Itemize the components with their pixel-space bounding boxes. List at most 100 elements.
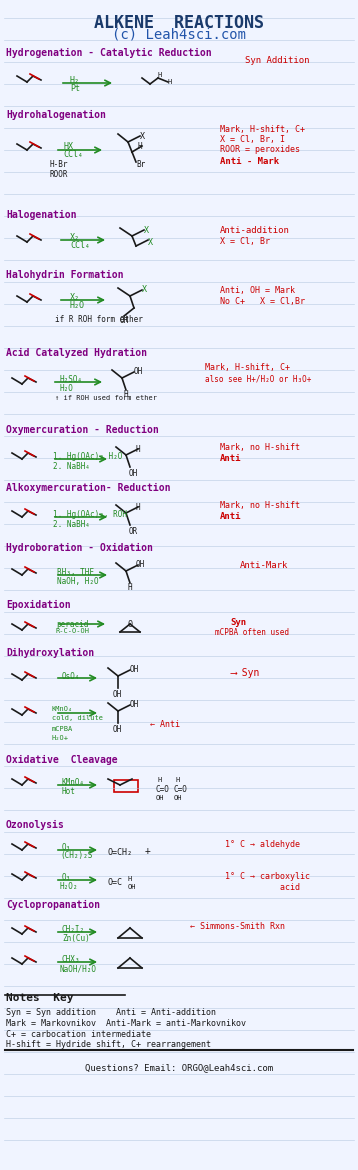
Text: OsO₄: OsO₄: [62, 672, 81, 681]
Text: 1. Hg(OAc)₂, ROH: 1. Hg(OAc)₂, ROH: [53, 510, 127, 519]
Text: Syn Addition: Syn Addition: [245, 56, 310, 66]
Text: C=O: C=O: [156, 785, 170, 794]
Text: 2. NaBH₄: 2. NaBH₄: [53, 519, 90, 529]
Text: Anti-Mark: Anti-Mark: [240, 560, 289, 570]
Text: H: H: [167, 80, 171, 85]
Text: Anti - Mark: Anti - Mark: [220, 157, 279, 166]
Text: Mark, no H-shift: Mark, no H-shift: [220, 443, 300, 452]
Text: H: H: [158, 777, 162, 783]
Text: OH: OH: [130, 700, 139, 709]
Text: X: X: [148, 238, 153, 247]
Text: NaOH, H₂O: NaOH, H₂O: [57, 577, 98, 586]
Text: ← Anti: ← Anti: [150, 720, 180, 729]
Text: +: +: [145, 846, 151, 856]
Text: 1° C → carboxylic: 1° C → carboxylic: [225, 872, 310, 881]
Text: OH: OH: [134, 367, 143, 376]
Text: CHX₃: CHX₃: [62, 955, 81, 964]
Text: Notes  Key: Notes Key: [6, 993, 73, 1003]
Text: Hydrohalogenation: Hydrohalogenation: [6, 110, 106, 121]
Text: H: H: [157, 73, 161, 78]
Text: C=O: C=O: [174, 785, 188, 794]
Text: X₂: X₂: [70, 233, 80, 242]
Text: H₂: H₂: [70, 76, 80, 85]
Text: Br: Br: [136, 160, 145, 168]
Text: OH: OH: [156, 794, 164, 801]
Text: H: H: [124, 390, 129, 399]
Text: H₂SO₄: H₂SO₄: [60, 376, 83, 384]
Text: X: X: [140, 132, 145, 142]
Text: Mark = Markovnikov  Anti-Mark = anti-Markovnikov: Mark = Markovnikov Anti-Mark = anti-Mark…: [6, 1019, 246, 1028]
Text: Oxymercuration - Reduction: Oxymercuration - Reduction: [6, 425, 159, 435]
Text: NaOH/H₂O: NaOH/H₂O: [60, 964, 97, 973]
Text: OH: OH: [113, 690, 122, 698]
Text: if R ROH form ether: if R ROH form ether: [55, 315, 143, 324]
Text: also see H+/H₂O or H₃O+: also see H+/H₂O or H₃O+: [205, 374, 311, 383]
Text: cold, dilute: cold, dilute: [52, 715, 103, 721]
Text: C+ = carbocation intermediate: C+ = carbocation intermediate: [6, 1030, 151, 1039]
Text: (CH₂)₂S: (CH₂)₂S: [60, 851, 92, 860]
Text: OH: OH: [120, 316, 129, 325]
Text: Anti: Anti: [220, 454, 242, 463]
Text: Anti, OH = Mark: Anti, OH = Mark: [220, 285, 295, 295]
Text: Anti: Anti: [220, 512, 242, 521]
Text: X: X: [142, 285, 147, 294]
Text: Mark, H-shift, C+: Mark, H-shift, C+: [220, 125, 305, 135]
Text: X = Cl, Br: X = Cl, Br: [220, 238, 270, 246]
Text: O=CH₂: O=CH₂: [108, 848, 133, 856]
Text: ROOR: ROOR: [50, 170, 68, 179]
Text: CCl₄: CCl₄: [63, 150, 83, 159]
Text: Alkoxymercuration- Reduction: Alkoxymercuration- Reduction: [6, 483, 170, 493]
Text: OH: OH: [113, 725, 122, 734]
Text: No C+   X = Cl,Br: No C+ X = Cl,Br: [220, 297, 305, 307]
Text: HX: HX: [63, 142, 73, 151]
Text: mCPBA often used: mCPBA often used: [215, 628, 289, 636]
Text: ALKENE  REACTIONS: ALKENE REACTIONS: [94, 14, 264, 32]
Text: H₂O+: H₂O+: [52, 735, 69, 741]
Text: O=C: O=C: [108, 878, 123, 887]
Text: CH₂I₂: CH₂I₂: [62, 925, 85, 934]
Text: KMnO₄: KMnO₄: [62, 778, 85, 787]
Text: Ozonolysis: Ozonolysis: [6, 820, 65, 830]
Text: Syn: Syn: [230, 618, 246, 627]
Text: X = Cl, Br, I: X = Cl, Br, I: [220, 135, 285, 144]
Text: Pt: Pt: [70, 84, 80, 92]
Text: Hot: Hot: [62, 787, 76, 796]
Text: Mark, H-shift, C+: Mark, H-shift, C+: [205, 363, 290, 372]
Text: ← Simmons-Smith Rxn: ← Simmons-Smith Rxn: [190, 922, 285, 931]
Text: ⟶ Syn: ⟶ Syn: [230, 668, 260, 677]
Text: H₂O: H₂O: [60, 384, 74, 393]
Text: H: H: [138, 142, 142, 151]
Text: H-shift = Hydride shift, C+ rearrangement: H-shift = Hydride shift, C+ rearrangemen…: [6, 1040, 211, 1049]
Text: Hydrogenation - Catalytic Reduction: Hydrogenation - Catalytic Reduction: [6, 48, 212, 58]
Text: Zn(Cu): Zn(Cu): [62, 934, 90, 943]
Text: H: H: [128, 876, 132, 882]
Text: H: H: [136, 445, 141, 454]
Text: CCl₄: CCl₄: [70, 241, 90, 250]
Text: H: H: [136, 503, 141, 512]
Text: H-Br: H-Br: [50, 160, 68, 168]
Text: BH₃, THF: BH₃, THF: [57, 567, 94, 577]
Text: Questions? Email: ORGO@Leah4sci.com: Questions? Email: ORGO@Leah4sci.com: [85, 1064, 273, 1072]
Text: Syn = Syn addition    Anti = Anti-addition: Syn = Syn addition Anti = Anti-addition: [6, 1009, 216, 1017]
Text: ↑ if ROH used form ether: ↑ if ROH used form ether: [55, 395, 157, 401]
Text: peracid: peracid: [56, 620, 88, 629]
Text: R-C-O-OH: R-C-O-OH: [56, 628, 90, 634]
Text: Epoxidation: Epoxidation: [6, 600, 71, 610]
Text: Cyclopropanation: Cyclopropanation: [6, 900, 100, 910]
Text: 1. Hg(OAc)₂ H₂O: 1. Hg(OAc)₂ H₂O: [53, 452, 122, 461]
Text: OH: OH: [128, 885, 136, 890]
Text: OH: OH: [136, 560, 145, 569]
Text: H₂O₂: H₂O₂: [60, 882, 78, 892]
Text: (c) Leah4sci.com: (c) Leah4sci.com: [112, 28, 246, 42]
Text: X: X: [144, 226, 149, 235]
Text: H: H: [128, 583, 132, 592]
Text: Hydroboration - Oxidation: Hydroboration - Oxidation: [6, 543, 153, 553]
Text: OR: OR: [129, 526, 138, 536]
Text: OH: OH: [130, 665, 139, 674]
Text: O₃: O₃: [62, 844, 71, 852]
Text: KMnO₄: KMnO₄: [52, 706, 73, 713]
Text: OH: OH: [174, 794, 183, 801]
Text: Dihydroxylation: Dihydroxylation: [6, 648, 94, 658]
Text: X₂: X₂: [70, 292, 80, 302]
Text: Mark, no H-shift: Mark, no H-shift: [220, 501, 300, 510]
